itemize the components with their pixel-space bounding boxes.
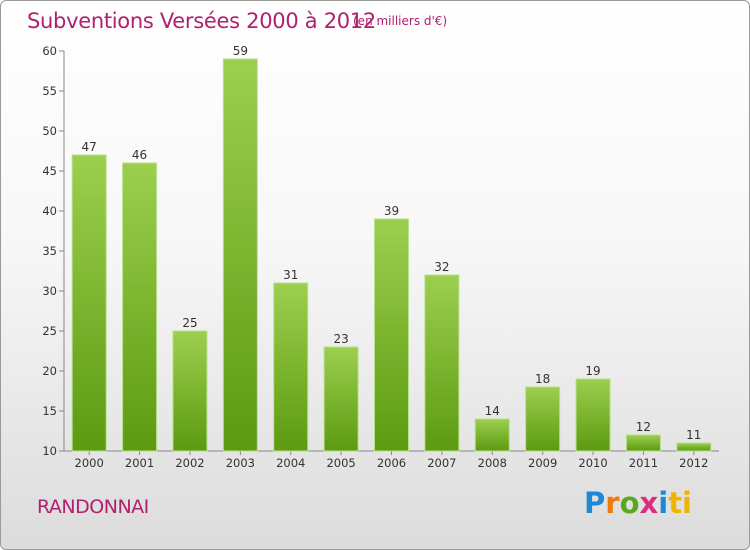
logo-letter: o: [619, 486, 640, 520]
y-tick-label: 45: [42, 164, 57, 178]
chart-subtitle: (en milliers d'€): [353, 14, 448, 28]
data-label: 39: [384, 204, 399, 218]
data-label: 31: [283, 268, 298, 282]
logo-letter: P: [584, 486, 606, 520]
y-tick-label: 20: [42, 364, 57, 378]
x-tick-label: 2005: [326, 456, 355, 470]
x-tick-label: 2000: [75, 456, 104, 470]
x-tick-label: 2008: [478, 456, 507, 470]
y-tick-label: 30: [42, 284, 57, 298]
y-tick-label: 15: [42, 404, 57, 418]
bar: [71, 154, 107, 452]
bar: [122, 162, 158, 452]
chart-labels: 10 15 20 25 30 35 40 45 50 55 60 47 2000 46 2001 25 2002…: [42, 44, 708, 470]
bar: [676, 442, 712, 452]
proxiti-logo: Proxiti: [584, 486, 692, 520]
y-tick-label: 10: [42, 444, 57, 458]
bar: [575, 378, 611, 452]
x-tick-label: 2009: [528, 456, 557, 470]
data-label: 19: [585, 364, 600, 378]
y-tick-label: 60: [42, 44, 57, 58]
x-tick-label: 2006: [377, 456, 406, 470]
data-label: 46: [132, 148, 147, 162]
bar: [424, 274, 460, 452]
x-tick-label: 2003: [226, 456, 255, 470]
x-tick-label: 2007: [427, 456, 456, 470]
y-tick-label: 25: [42, 324, 57, 338]
bar: [273, 282, 309, 452]
x-tick-label: 2011: [629, 456, 658, 470]
x-tick-label: 2012: [679, 456, 708, 470]
bar: [525, 386, 561, 452]
bar: [625, 434, 661, 452]
data-label: 32: [434, 260, 449, 274]
data-label: 47: [82, 140, 97, 154]
logo-letter: r: [605, 486, 620, 520]
data-label: 23: [333, 332, 348, 346]
bar: [172, 330, 208, 452]
y-tick-label: 35: [42, 244, 57, 258]
logo-letter: i: [658, 486, 669, 520]
bar: [323, 346, 359, 452]
data-label: 59: [233, 44, 248, 58]
logo-letter: x: [639, 486, 659, 520]
x-tick-label: 2001: [125, 456, 154, 470]
data-label: 18: [535, 372, 550, 386]
data-label: 12: [636, 420, 651, 434]
commune-name: RANDONNAI: [37, 496, 149, 518]
chart-title: Subventions Versées 2000 à 2012: [27, 9, 376, 33]
data-label: 25: [182, 316, 197, 330]
bar: [374, 218, 409, 452]
y-tick-label: 50: [42, 124, 57, 138]
x-tick-label: 2002: [175, 456, 204, 470]
data-label: 11: [686, 428, 701, 442]
x-tick-label: 2010: [578, 456, 607, 470]
x-tick-label: 2004: [276, 456, 305, 470]
bar: [474, 418, 510, 452]
logo-letter: ti: [668, 486, 692, 520]
chart-bars: [71, 58, 712, 452]
data-label: 14: [485, 404, 500, 418]
y-tick-label: 40: [42, 204, 57, 218]
bar: [222, 58, 258, 452]
y-tick-label: 55: [42, 84, 57, 98]
